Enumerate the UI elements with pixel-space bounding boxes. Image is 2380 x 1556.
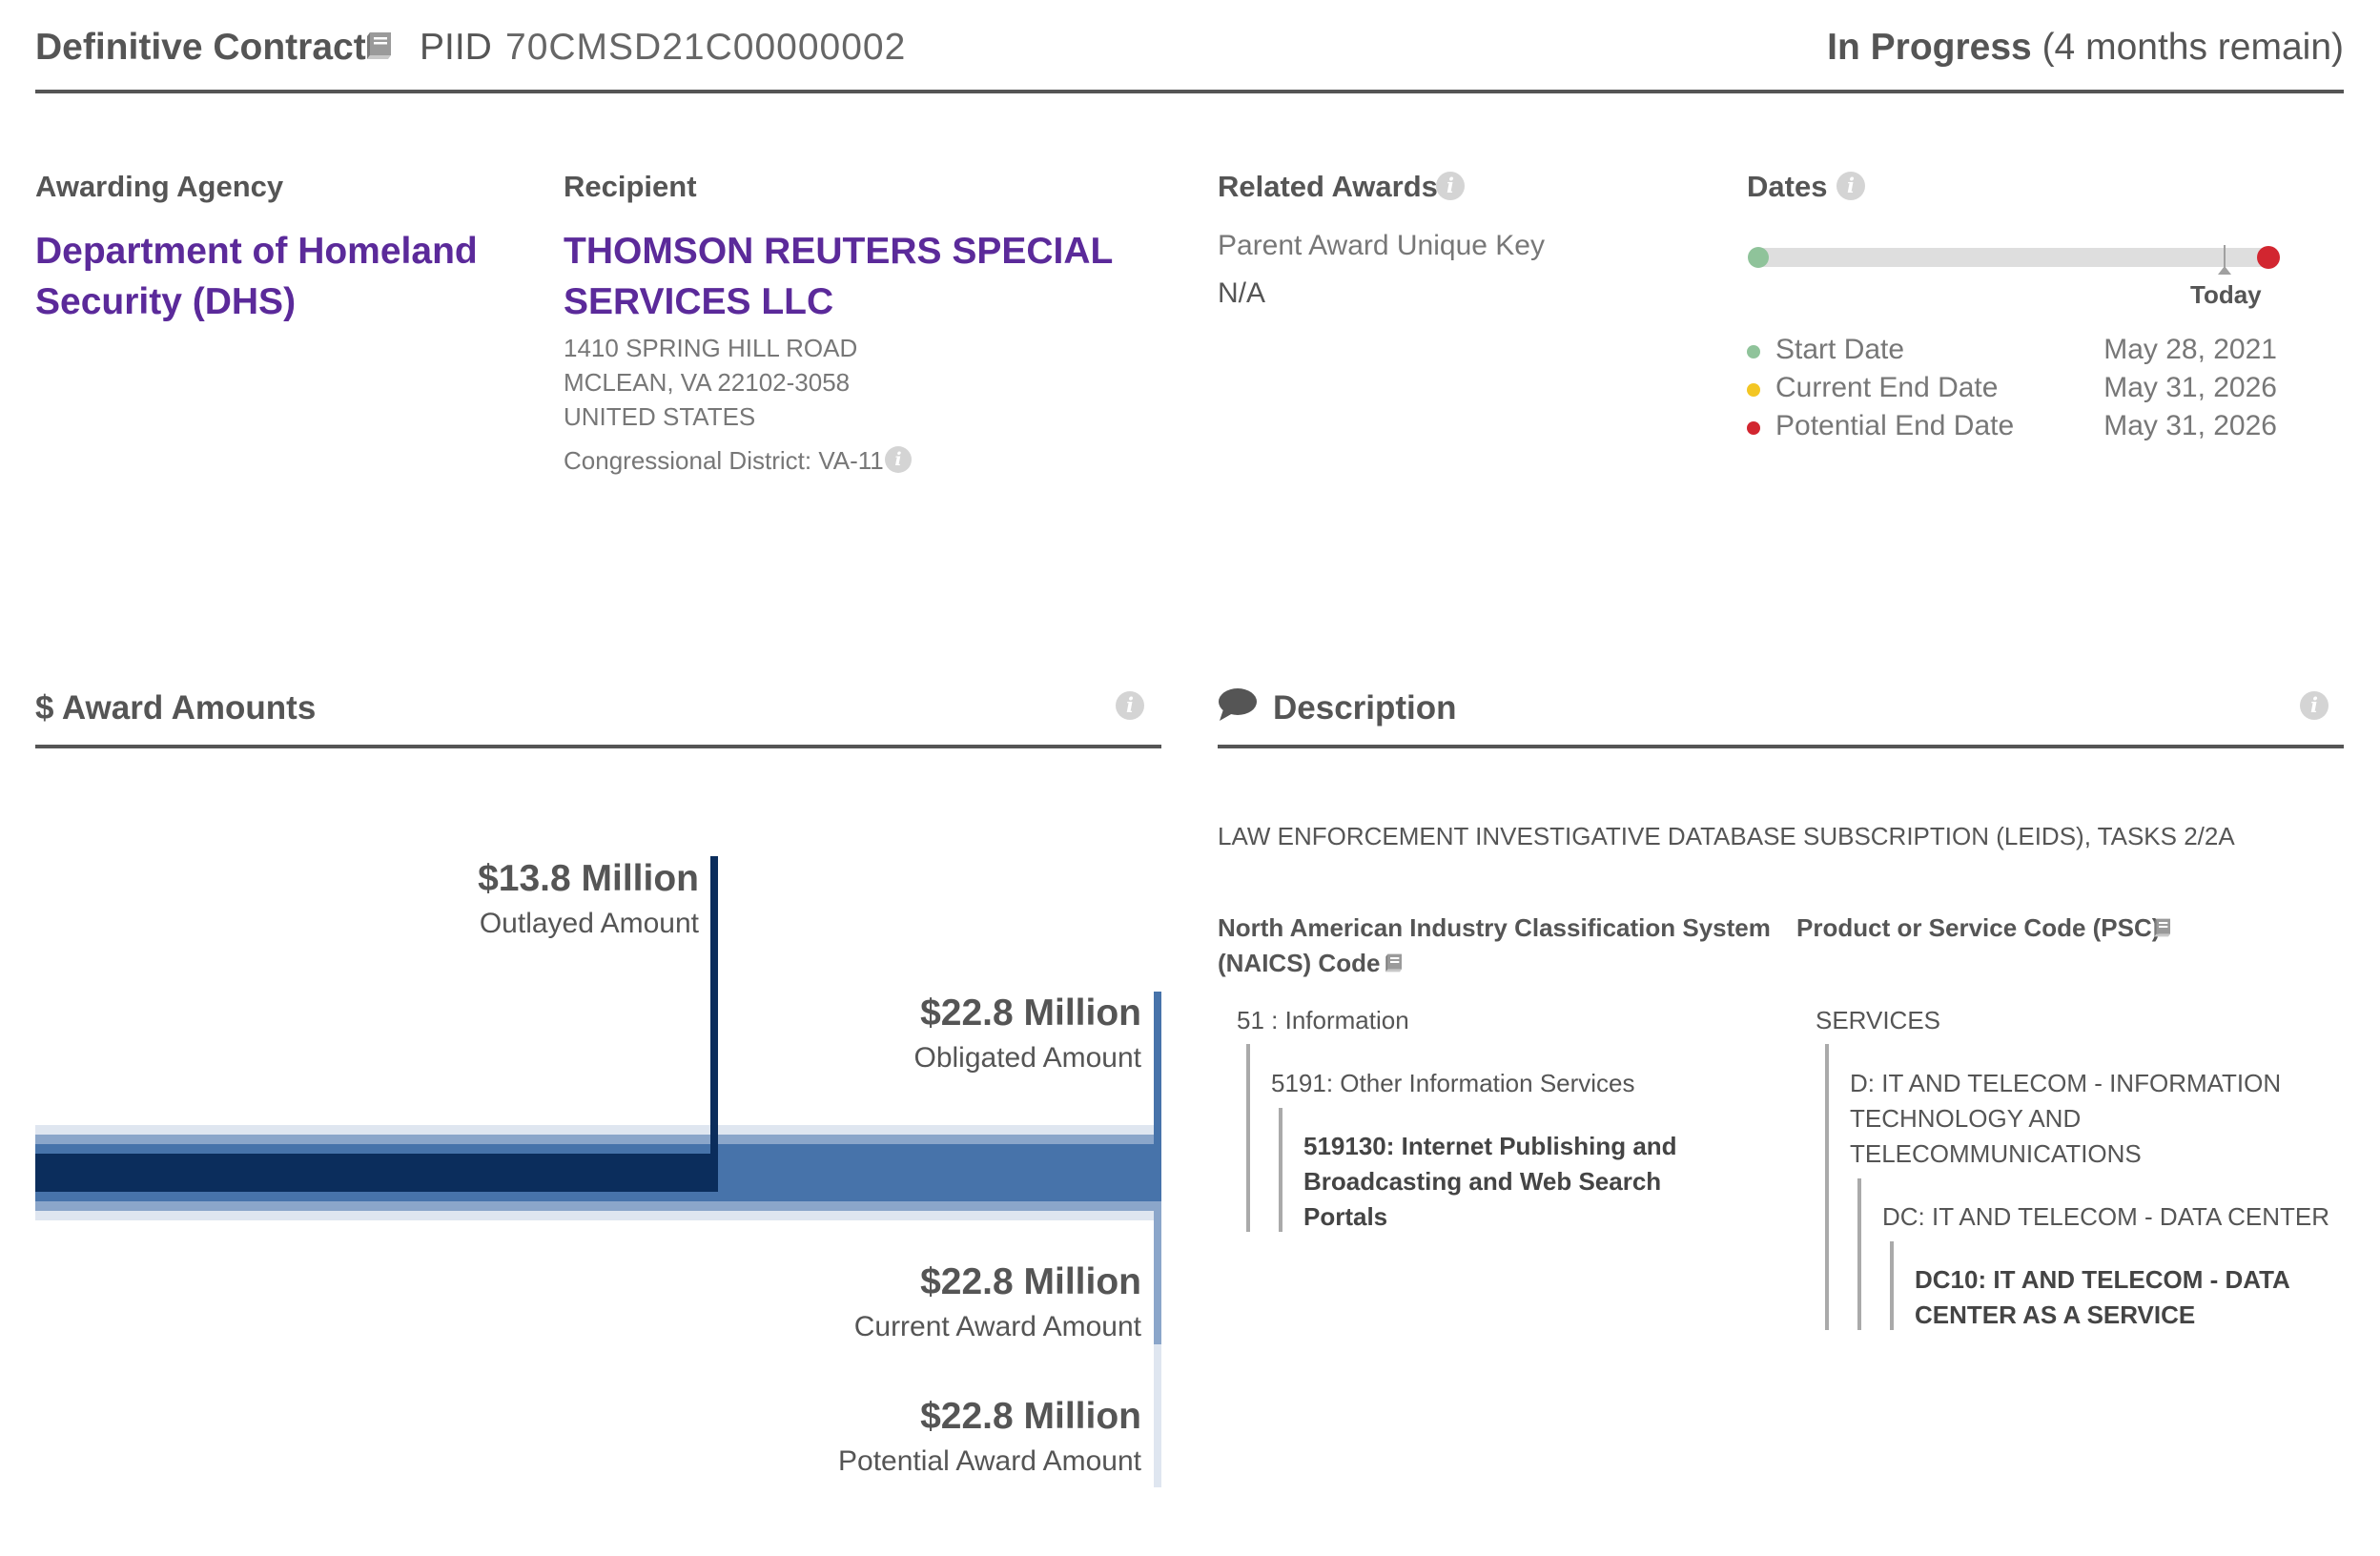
piid-value: 70CMSD21C00000002 xyxy=(505,27,907,68)
related-awards-label: Related Awards xyxy=(1218,170,1438,203)
award-status: In Progress (4 months remain) xyxy=(1827,27,2344,69)
obligated-marker-line xyxy=(1154,992,1161,1144)
awarding-agency-name-line2: Security (DHS) xyxy=(35,281,297,322)
psc-level4-line1: DC10: IT AND TELECOM - DATA xyxy=(1915,1265,2290,1294)
parent-award-key-value: N/A xyxy=(1218,277,1266,309)
psc-level2: D: IT AND TELECOM - INFORMATION TECHNOLO… xyxy=(1850,1066,2281,1172)
psc-level4-line2: CENTER AS A SERVICE xyxy=(1915,1300,2196,1329)
recipient-label: Recipient xyxy=(564,170,697,203)
naics-level3: 519130: Internet Publishing and Broadcas… xyxy=(1303,1129,1677,1235)
naics-glossary-icon[interactable] xyxy=(1383,952,1405,974)
award-type-title: Definitive Contract xyxy=(35,27,366,68)
psc-level2-line3: TELECOMMUNICATIONS xyxy=(1850,1139,2142,1168)
current-end-date-value: May 31, 2026 xyxy=(2103,372,2277,403)
recipient-address: 1410 SPRING HILL ROAD MCLEAN, VA 22102-3… xyxy=(564,331,857,434)
naics-tree-line-2 xyxy=(1279,1108,1282,1232)
start-date-value: May 28, 2021 xyxy=(2103,334,2277,365)
potential-marker-line xyxy=(1154,1344,1161,1487)
potential-award-value: $22.8 Million xyxy=(920,1396,1141,1437)
naics-level3-line3: Portals xyxy=(1303,1202,1388,1231)
dates-label: Dates xyxy=(1747,170,1828,203)
naics-label-line1: North American Industry Classification S… xyxy=(1218,913,1771,942)
timeline-start-dot xyxy=(1748,247,1769,268)
piid-label: PIID xyxy=(420,27,492,68)
awarding-agency-link[interactable]: Department of Homeland Security (DHS) xyxy=(35,226,478,327)
obligated-amount-label: Obligated Amount xyxy=(913,1042,1142,1074)
naics-level3-line2: Broadcasting and Web Search xyxy=(1303,1167,1662,1196)
description-title: Description xyxy=(1273,689,1457,727)
psc-glossary-icon[interactable] xyxy=(2151,916,2174,939)
psc-tree-line-2 xyxy=(1857,1178,1861,1330)
district-info-icon[interactable]: i xyxy=(885,446,912,473)
awarding-agency-name-line1: Department of Homeland xyxy=(35,231,478,272)
description-info-icon[interactable]: i xyxy=(2300,691,2329,720)
dates-info-icon[interactable]: i xyxy=(1836,172,1865,200)
award-amounts-divider xyxy=(35,745,1161,748)
outlayed-amount-bar[interactable] xyxy=(35,1154,718,1192)
naics-level2: 5191: Other Information Services xyxy=(1271,1069,1635,1097)
naics-label-line2: (NAICS) Code xyxy=(1218,946,1771,981)
obligated-amount-value: $22.8 Million xyxy=(920,993,1141,1034)
potential-end-date-dot xyxy=(1747,421,1760,435)
status-detail: (4 months remain) xyxy=(2041,27,2344,68)
psc-level1: SERVICES xyxy=(1816,1006,1941,1034)
description-text: LAW ENFORCEMENT INVESTIGATIVE DATABASE S… xyxy=(1218,822,2235,850)
current-end-date-label: Current End Date xyxy=(1775,372,1999,403)
naics-label: North American Industry Classification S… xyxy=(1218,911,1771,981)
psc-level2-line2: TECHNOLOGY AND xyxy=(1850,1104,2082,1133)
description-divider xyxy=(1218,745,2344,748)
psc-label: Product or Service Code (PSC) xyxy=(1796,913,2161,942)
address-line1: 1410 SPRING HILL ROAD xyxy=(564,334,858,362)
naics-level1: 51 : Information xyxy=(1237,1006,1409,1034)
timeline-track xyxy=(1751,248,2273,267)
awarding-agency-label: Awarding Agency xyxy=(35,170,284,203)
outlayed-amount-label: Outlayed Amount xyxy=(479,908,699,939)
psc-level2-line1: D: IT AND TELECOM - INFORMATION xyxy=(1850,1069,2282,1097)
award-amounts-title: $ Award Amounts xyxy=(35,689,317,727)
current-award-label: Current Award Amount xyxy=(853,1311,1141,1342)
start-date-dot xyxy=(1747,345,1760,358)
naics-level3-line1: 519130: Internet Publishing and xyxy=(1303,1132,1677,1160)
address-line2: MCLEAN, VA 22102-3058 xyxy=(564,368,851,397)
psc-level3: DC: IT AND TELECOM - DATA CENTER xyxy=(1882,1202,2330,1231)
status-text: In Progress xyxy=(1827,27,2032,68)
recipient-name-line2: SERVICES LLC xyxy=(564,281,834,322)
recipient-link[interactable]: THOMSON REUTERS SPECIAL SERVICES LLC xyxy=(564,226,1113,327)
recipient-name-line1: THOMSON REUTERS SPECIAL xyxy=(564,231,1114,272)
start-date-label: Start Date xyxy=(1775,334,1905,365)
related-awards-info-icon[interactable]: i xyxy=(1436,172,1465,200)
parent-award-key-label: Parent Award Unique Key xyxy=(1218,230,1545,261)
current-marker-line xyxy=(1154,1211,1161,1344)
speech-bubble-icon xyxy=(1219,688,1257,721)
psc-level4: DC10: IT AND TELECOM - DATA CENTER AS A … xyxy=(1915,1262,2290,1333)
potential-end-date-label: Potential End Date xyxy=(1775,410,2015,441)
psc-tree-line-1 xyxy=(1825,1044,1829,1330)
outlayed-marker-line xyxy=(710,856,718,1192)
address-line3: UNITED STATES xyxy=(564,402,756,431)
congressional-district: Congressional District: VA-11 xyxy=(564,446,884,475)
award-amounts-info-icon[interactable]: i xyxy=(1116,691,1144,720)
potential-award-label: Potential Award Amount xyxy=(838,1445,1141,1477)
timeline-today-arrow xyxy=(2218,266,2231,275)
current-award-value: $22.8 Million xyxy=(920,1261,1141,1302)
glossary-book-icon[interactable] xyxy=(362,29,397,63)
timeline-end-dot xyxy=(2257,246,2280,269)
naics-label-line2-text: (NAICS) Code xyxy=(1218,949,1381,977)
outlayed-amount-value: $13.8 Million xyxy=(478,858,699,899)
potential-end-date-value: May 31, 2026 xyxy=(2103,410,2277,441)
psc-tree-line-3 xyxy=(1890,1241,1894,1330)
header-divider xyxy=(35,90,2344,93)
timeline-today-label: Today xyxy=(2190,280,2262,309)
current-end-date-dot xyxy=(1747,383,1760,397)
naics-tree-line-1 xyxy=(1246,1044,1250,1232)
timeline-today-marker xyxy=(2224,245,2226,274)
